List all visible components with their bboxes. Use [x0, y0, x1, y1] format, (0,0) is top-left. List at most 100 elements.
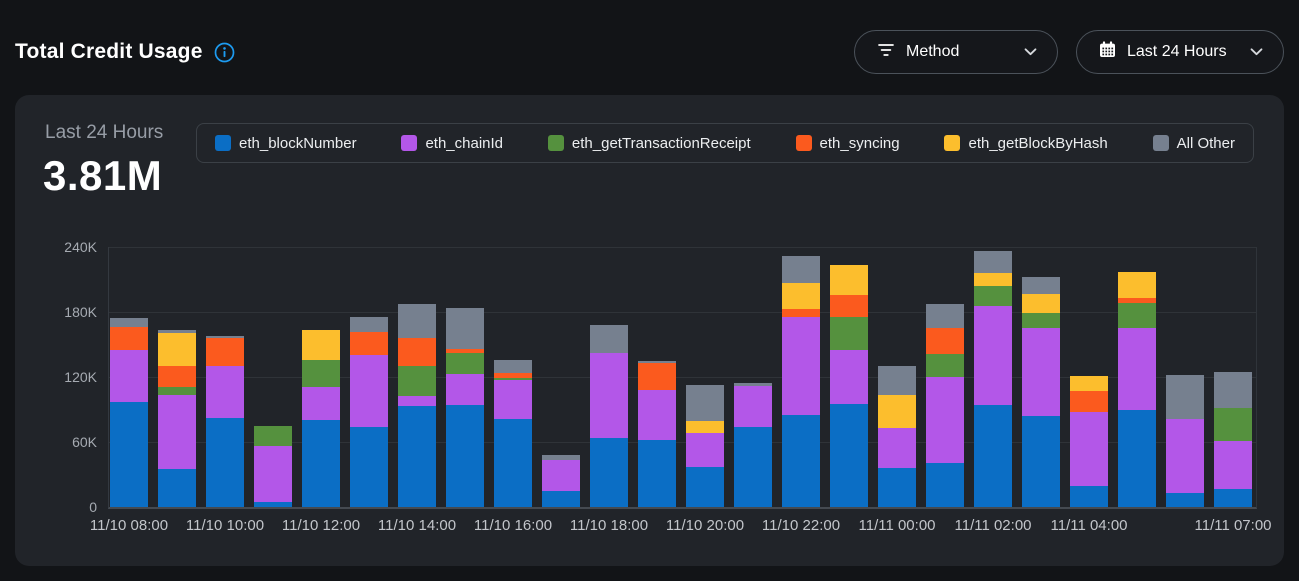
bar-11/10 14:00[interactable]	[398, 304, 436, 507]
bar-11/10 09:00[interactable]	[158, 330, 196, 507]
bar-11/11 02:00[interactable]	[974, 251, 1012, 507]
y-axis-tick: 180K	[64, 304, 97, 320]
bar-11/10 08:00[interactable]	[110, 318, 148, 507]
x-axis-tick: 11/10 14:00	[377, 517, 457, 534]
bar-11/10 22:00[interactable]	[782, 255, 820, 507]
bar-11/10 16:00[interactable]	[494, 359, 532, 507]
segment-eth_blockNumber	[350, 426, 388, 507]
bar-11/10 21:00[interactable]	[734, 383, 772, 507]
segment-All Other	[734, 383, 772, 386]
segment-All Other	[590, 325, 628, 354]
segment-eth_blockNumber	[638, 439, 676, 507]
bar-11/11 05:00[interactable]	[1118, 271, 1156, 507]
segment-eth_blockNumber	[878, 468, 916, 507]
segment-eth_chainId	[734, 385, 772, 427]
segment-All Other	[350, 317, 388, 332]
bar-11/10 10:00[interactable]	[206, 335, 244, 507]
segment-eth_getTransactionReceipt	[830, 317, 868, 350]
legend-swatch	[547, 135, 564, 151]
bar-11/11 03:00[interactable]	[1022, 277, 1060, 507]
gridline	[109, 377, 1256, 378]
segment-eth_blockNumber	[206, 418, 244, 507]
segment-eth_chainId	[206, 366, 244, 419]
segment-eth_getTransactionReceipt	[494, 378, 532, 381]
segment-eth_chainId	[158, 395, 196, 470]
legend-swatch	[215, 135, 231, 151]
segment-eth_blockNumber	[398, 406, 436, 507]
segment-eth_chainId	[638, 390, 676, 440]
top-bar: Total Credit Usage	[15, 30, 1284, 74]
segment-eth_blockNumber	[1166, 492, 1204, 507]
segment-eth_chainId	[782, 317, 820, 415]
segment-eth_blockNumber	[1022, 416, 1060, 507]
segment-All Other	[542, 455, 580, 461]
segment-eth_syncing	[206, 338, 244, 367]
legend-item-eth_gettransactionreceipt[interactable]: eth_getTransactionReceipt	[547, 135, 751, 152]
x-axis-tick: 11/10 18:00	[569, 517, 649, 534]
info-icon[interactable]	[214, 42, 235, 63]
bar-11/11 00:00[interactable]	[878, 366, 916, 507]
segment-eth_chainId	[974, 305, 1012, 406]
segment-All Other	[398, 304, 436, 338]
time-range-dropdown[interactable]: Last 24 Hours	[1076, 30, 1284, 74]
segment-eth_getTransactionReceipt	[302, 359, 340, 387]
segment-eth_blockNumber	[782, 414, 820, 507]
segment-eth_chainId	[254, 446, 292, 502]
legend-item-all-other[interactable]: All Other	[1152, 135, 1235, 152]
bar-11/10 18:00[interactable]	[590, 325, 628, 507]
legend-item-eth_chainid[interactable]: eth_chainId	[401, 135, 503, 152]
segment-All Other	[974, 251, 1012, 274]
bar-11/11 06:00[interactable]	[1166, 374, 1204, 507]
header-controls: Method	[854, 30, 1284, 74]
y-axis-tick: 0	[89, 499, 97, 515]
legend-swatch	[401, 135, 418, 151]
segment-eth_syncing	[782, 308, 820, 318]
bar-11/10 20:00[interactable]	[686, 384, 724, 507]
segment-eth_getTransactionReceipt	[158, 386, 196, 396]
x-axis-tick: 11/11 02:00	[954, 517, 1032, 534]
bar-11/11 04:00[interactable]	[1070, 375, 1108, 507]
legend-item-eth_syncing[interactable]: eth_syncing	[795, 135, 900, 152]
segment-eth_chainId	[110, 349, 148, 402]
bar-11/10 23:00[interactable]	[830, 265, 868, 507]
total-credits-value: 3.81M	[43, 152, 163, 199]
segment-eth_chainId	[590, 353, 628, 438]
x-axis-tick: 11/10 16:00	[473, 517, 553, 534]
x-axis-tick: 11/10 10:00	[185, 517, 265, 534]
bar-11/10 12:00[interactable]	[302, 330, 340, 507]
bar-11/10 11:00[interactable]	[254, 425, 292, 507]
segment-eth_getTransactionReceipt	[1022, 313, 1060, 329]
bar-11/10 19:00[interactable]	[638, 360, 676, 507]
segment-eth_syncing	[1070, 391, 1108, 412]
y-axis-tick: 60K	[72, 434, 97, 450]
segment-eth_blockNumber	[830, 404, 868, 507]
bar-11/10 15:00[interactable]	[446, 307, 484, 507]
segment-eth_syncing	[350, 331, 388, 356]
legend-item-eth_getblockbyhash[interactable]: eth_getBlockByHash	[944, 135, 1108, 152]
segment-eth_chainId	[926, 377, 964, 463]
segment-All Other	[446, 307, 484, 349]
segment-eth_blockNumber	[446, 405, 484, 507]
segment-eth_getBlockByHash	[830, 265, 868, 295]
segment-eth_blockNumber	[1118, 409, 1156, 507]
bar-11/11 07:00[interactable]	[1214, 371, 1252, 507]
method-filter-dropdown[interactable]: Method	[854, 30, 1058, 74]
segment-All Other	[494, 359, 532, 373]
segment-eth_blockNumber	[494, 419, 532, 507]
segment-eth_blockNumber	[590, 437, 628, 507]
segment-eth_blockNumber	[254, 501, 292, 507]
chevron-down-icon	[1250, 43, 1263, 61]
segment-eth_syncing	[494, 372, 532, 379]
segment-All Other	[686, 384, 724, 422]
bar-11/10 13:00[interactable]	[350, 317, 388, 507]
segment-eth_syncing	[110, 327, 148, 350]
segment-eth_chainId	[878, 427, 916, 468]
bar-11/10 17:00[interactable]	[542, 455, 580, 507]
x-axis-tick: 11/11 07:00	[1194, 517, 1272, 534]
segment-eth_chainId	[686, 433, 724, 467]
page-title: Total Credit Usage	[15, 40, 203, 63]
bar-11/11 01:00[interactable]	[926, 304, 964, 507]
segment-eth_chainId	[1022, 328, 1060, 416]
segment-eth_getTransactionReceipt	[1214, 408, 1252, 441]
legend-item-eth_blocknumber[interactable]: eth_blockNumber	[215, 135, 357, 152]
